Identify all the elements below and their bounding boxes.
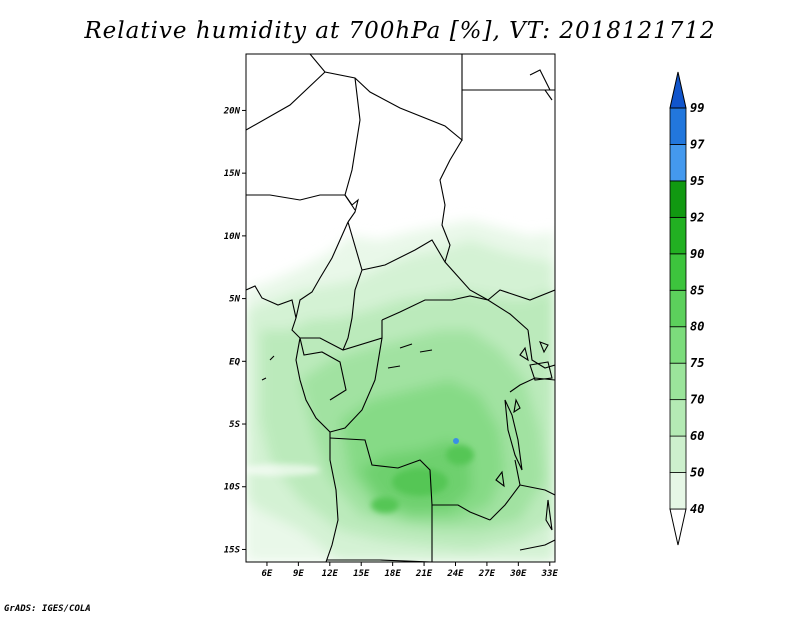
lake-tanganyika xyxy=(504,399,523,471)
lat-label: 15S xyxy=(224,545,241,555)
border-cameroon-congo xyxy=(300,320,383,351)
border-zambia-east xyxy=(519,484,555,496)
border-nigeria-cameroon xyxy=(295,221,349,319)
colorbar: 40 50 60 70 75 80 85 90 92 95 97 99 xyxy=(669,71,705,546)
border-south-east xyxy=(519,539,555,551)
colorbar-box xyxy=(669,472,687,510)
colorbar-box xyxy=(669,362,687,401)
colorbar-label: 90 xyxy=(690,247,704,261)
lake-kyoga xyxy=(539,341,549,354)
lon-label: 24E xyxy=(446,569,464,579)
gulf-islands xyxy=(261,355,275,381)
border-egypt-sudan xyxy=(520,89,553,101)
colorbar-label: 75 xyxy=(690,356,704,370)
colorbar-label: 60 xyxy=(690,429,704,443)
lat-label: EQ xyxy=(229,357,240,367)
lake-albert xyxy=(519,346,529,362)
lake-malawi xyxy=(545,499,553,531)
lat-label: 15N xyxy=(224,169,241,179)
colorbar-label: 70 xyxy=(690,393,704,407)
border-drc-angola xyxy=(329,437,491,521)
colorbar-upper-arrow xyxy=(669,71,687,109)
colorbar-box xyxy=(669,326,687,364)
river-marks xyxy=(387,343,433,369)
border-algeria-niger xyxy=(246,71,326,131)
border-niger-chad xyxy=(344,77,361,211)
coastline-west xyxy=(246,285,339,562)
border-angola-namibia xyxy=(327,559,433,562)
humidity-97-spot xyxy=(453,438,459,444)
colorbar-box xyxy=(669,399,687,437)
colorbar-label: 99 xyxy=(690,101,704,115)
grads-credit: GrADS: IGES/COLA xyxy=(4,604,91,614)
lake-victoria xyxy=(529,361,553,381)
colorbar-box xyxy=(669,107,687,145)
colorbar-box xyxy=(669,289,687,328)
colorbar-box xyxy=(669,180,687,218)
map-title: Relative humidity at 700hPa [%], VT: 201… xyxy=(84,18,716,44)
lat-label: 5N xyxy=(229,295,240,305)
lon-label: 30E xyxy=(509,569,527,579)
colorbar-label: 85 xyxy=(690,283,704,297)
colorbar-box xyxy=(669,216,687,255)
lon-label: 21E xyxy=(415,569,433,579)
lon-label: 9E xyxy=(293,569,304,579)
border-car-drc xyxy=(381,295,529,331)
lon-label: 12E xyxy=(322,569,339,579)
red-sea-coast xyxy=(529,69,551,91)
colorbar-label: 80 xyxy=(690,320,704,334)
lon-label: 15E xyxy=(353,569,370,579)
colorbar-label: 92 xyxy=(690,210,704,224)
lat-label: 10S xyxy=(224,483,241,493)
map-frame xyxy=(245,53,556,563)
humidity-85-core-2 xyxy=(446,445,474,465)
colorbar-label: 40 xyxy=(690,502,704,516)
border-lake-chad xyxy=(344,194,359,223)
humidity-west-band xyxy=(246,464,320,476)
humidity-85-core-3 xyxy=(371,497,399,513)
colorbar-box xyxy=(669,435,687,473)
border-sudan-south xyxy=(487,289,555,301)
border-chad-sudan xyxy=(439,139,463,263)
colorbar-box xyxy=(669,253,687,291)
colorbar-label: 97 xyxy=(690,137,705,151)
border-zambia-drc xyxy=(489,459,521,521)
lake-mweru xyxy=(495,470,505,488)
border-gabon xyxy=(299,337,347,401)
lat-label: 10N xyxy=(224,232,241,242)
colorbar-label: 50 xyxy=(690,466,704,480)
lat-label: 5S xyxy=(229,420,240,430)
lon-label: 27E xyxy=(478,569,496,579)
lake-kivu xyxy=(513,398,521,414)
humidity-field xyxy=(246,220,555,562)
border-niger-nigeria xyxy=(246,194,345,201)
country-borders xyxy=(246,54,555,562)
longitude-axis: 6E 9E 12E 15E 18E 21E 24E 27E 30E 33E xyxy=(262,562,559,579)
colorbar-label: 95 xyxy=(690,174,704,188)
humidity-85-core xyxy=(392,468,448,496)
colorbar-box xyxy=(669,144,687,182)
lat-label: 20N xyxy=(223,106,241,116)
lon-label: 33E xyxy=(541,569,559,579)
lon-label: 6E xyxy=(262,569,273,579)
border-cameroon-car xyxy=(342,269,363,351)
latitude-axis: 20N 15N 10N 5N EQ 5S 10S 15S xyxy=(223,106,246,555)
border-libya-niger xyxy=(309,54,463,142)
border-chad-car xyxy=(347,221,489,301)
colorbar-lower-arrow xyxy=(669,508,687,546)
lon-label: 18E xyxy=(385,569,402,579)
border-congo-drc xyxy=(329,337,383,433)
